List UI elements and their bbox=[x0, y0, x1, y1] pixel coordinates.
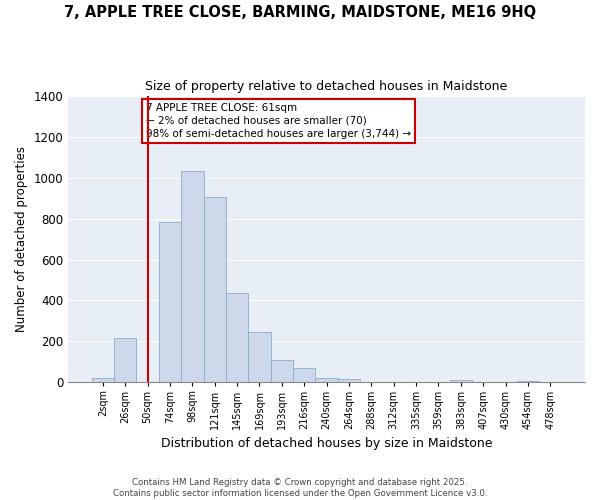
Bar bbox=[181, 172, 203, 382]
Text: 7 APPLE TREE CLOSE: 61sqm
← 2% of detached houses are smaller (70)
98% of semi-d: 7 APPLE TREE CLOSE: 61sqm ← 2% of detach… bbox=[146, 102, 411, 139]
Y-axis label: Number of detached properties: Number of detached properties bbox=[15, 146, 28, 332]
Bar bbox=[449, 380, 472, 382]
Bar bbox=[271, 360, 293, 382]
Text: 7, APPLE TREE CLOSE, BARMING, MAIDSTONE, ME16 9HQ: 7, APPLE TREE CLOSE, BARMING, MAIDSTONE,… bbox=[64, 5, 536, 20]
Bar bbox=[226, 294, 248, 382]
X-axis label: Distribution of detached houses by size in Maidstone: Distribution of detached houses by size … bbox=[161, 437, 493, 450]
Bar bbox=[293, 368, 316, 382]
Bar bbox=[203, 197, 226, 382]
Bar bbox=[316, 378, 338, 382]
Bar bbox=[114, 338, 136, 382]
Bar bbox=[338, 380, 360, 382]
Bar bbox=[92, 378, 114, 382]
Title: Size of property relative to detached houses in Maidstone: Size of property relative to detached ho… bbox=[145, 80, 508, 93]
Text: Contains HM Land Registry data © Crown copyright and database right 2025.
Contai: Contains HM Land Registry data © Crown c… bbox=[113, 478, 487, 498]
Bar bbox=[248, 332, 271, 382]
Bar bbox=[159, 222, 181, 382]
